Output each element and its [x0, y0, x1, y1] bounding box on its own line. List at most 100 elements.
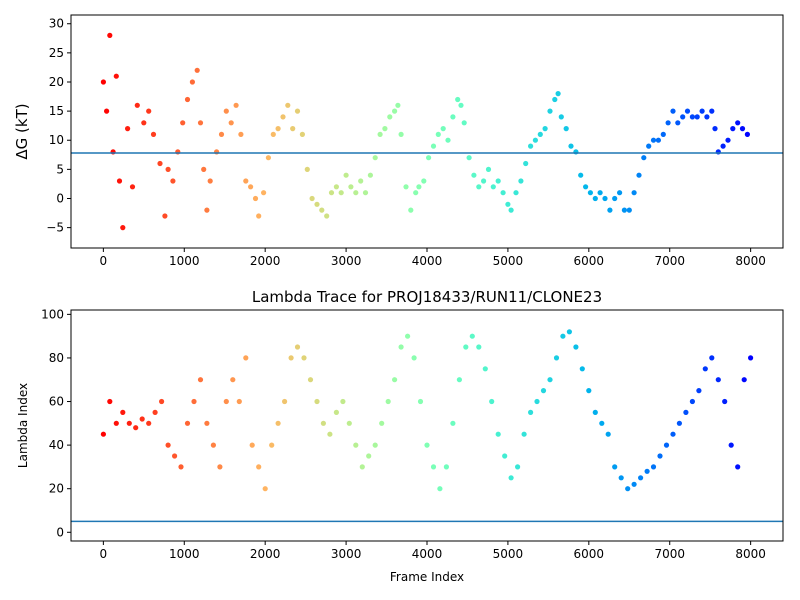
- delta-g-y-axis-label: ΔG (kT): [13, 103, 31, 159]
- data-point: [586, 388, 592, 394]
- data-point: [553, 355, 560, 361]
- data-point: [490, 184, 496, 190]
- data-point: [223, 398, 229, 405]
- data-point: [104, 108, 110, 114]
- y-tick-label: 40: [49, 438, 64, 452]
- x-tick-label: 0: [100, 254, 108, 268]
- data-point: [641, 155, 647, 161]
- data-point: [125, 126, 131, 132]
- data-point: [129, 184, 136, 190]
- data-point: [233, 102, 239, 108]
- data-point: [113, 420, 119, 426]
- data-point: [646, 143, 652, 149]
- delta-g-x-ticks: 0 1000 2000 3000 4000 5000 6000 7000 8000: [100, 248, 766, 268]
- data-point: [578, 172, 584, 178]
- data-point: [435, 131, 441, 137]
- data-point: [735, 464, 741, 470]
- data-point: [275, 126, 281, 132]
- data-point: [210, 442, 216, 448]
- data-point: [405, 333, 411, 339]
- data-point: [333, 409, 339, 415]
- x-tick-label: 1000: [169, 547, 200, 561]
- data-point: [290, 126, 296, 132]
- data-point: [665, 120, 671, 126]
- data-point: [704, 114, 710, 120]
- data-point: [657, 453, 663, 459]
- data-point: [180, 120, 186, 126]
- data-point: [699, 108, 705, 114]
- data-point: [100, 431, 106, 437]
- data-point: [126, 420, 132, 426]
- data-point: [650, 137, 657, 143]
- data-point: [162, 213, 168, 219]
- y-tick-label: 10: [49, 133, 64, 147]
- data-point: [566, 329, 573, 335]
- x-tick-label: 6000: [574, 254, 605, 268]
- data-point: [327, 431, 333, 437]
- data-point: [495, 178, 501, 184]
- data-point: [513, 190, 519, 196]
- data-point: [249, 442, 255, 448]
- data-point: [748, 355, 754, 361]
- data-point: [725, 137, 731, 143]
- data-point: [165, 442, 171, 448]
- data-point: [141, 120, 147, 126]
- data-point: [660, 131, 666, 137]
- data-point: [466, 155, 472, 161]
- data-point: [320, 420, 326, 426]
- data-point: [366, 453, 372, 459]
- lambda-trace-panel: 0 1000 2000 3000 4000 5000 6000 7000 8000 0 20 40 6…: [16, 288, 784, 584]
- lambda-x-axis-label: Frame Index: [390, 570, 464, 584]
- data-point: [430, 464, 437, 470]
- data-point: [612, 464, 618, 470]
- data-point: [722, 398, 728, 405]
- data-point: [680, 114, 686, 120]
- data-point: [398, 131, 404, 137]
- data-point: [626, 207, 632, 213]
- data-point: [528, 143, 534, 149]
- x-tick-label: 5000: [493, 254, 524, 268]
- data-point: [644, 468, 650, 474]
- data-point: [294, 108, 301, 114]
- data-point: [547, 377, 553, 383]
- data-point: [670, 431, 676, 437]
- data-point: [631, 481, 637, 487]
- data-point: [605, 431, 611, 437]
- data-point: [191, 398, 197, 405]
- data-point: [387, 114, 393, 120]
- data-point: [430, 143, 437, 149]
- data-point: [261, 190, 267, 196]
- data-point: [275, 420, 281, 426]
- data-point: [534, 398, 540, 405]
- data-point: [107, 32, 113, 39]
- x-tick-label: 0: [100, 547, 108, 561]
- data-point: [314, 201, 320, 207]
- data-point: [262, 486, 268, 492]
- data-point: [482, 366, 488, 372]
- data-point: [469, 333, 475, 339]
- data-point: [450, 420, 456, 426]
- y-tick-label: 30: [49, 17, 64, 31]
- data-point: [579, 366, 585, 372]
- data-point: [421, 178, 427, 184]
- data-point: [314, 398, 320, 405]
- data-point: [411, 355, 417, 361]
- data-point: [324, 213, 330, 219]
- data-point: [359, 464, 365, 470]
- data-point: [170, 178, 176, 184]
- data-point: [587, 190, 594, 196]
- x-tick-label: 7000: [654, 547, 685, 561]
- data-point: [348, 184, 354, 190]
- data-point: [282, 398, 288, 405]
- data-point: [134, 102, 140, 108]
- data-point: [583, 184, 589, 190]
- x-tick-label: 5000: [493, 547, 524, 561]
- data-point: [599, 420, 605, 426]
- data-point: [372, 155, 378, 161]
- data-point: [741, 377, 747, 383]
- data-point: [683, 409, 689, 415]
- data-point: [159, 398, 165, 405]
- data-point: [139, 416, 145, 422]
- data-point: [269, 442, 275, 448]
